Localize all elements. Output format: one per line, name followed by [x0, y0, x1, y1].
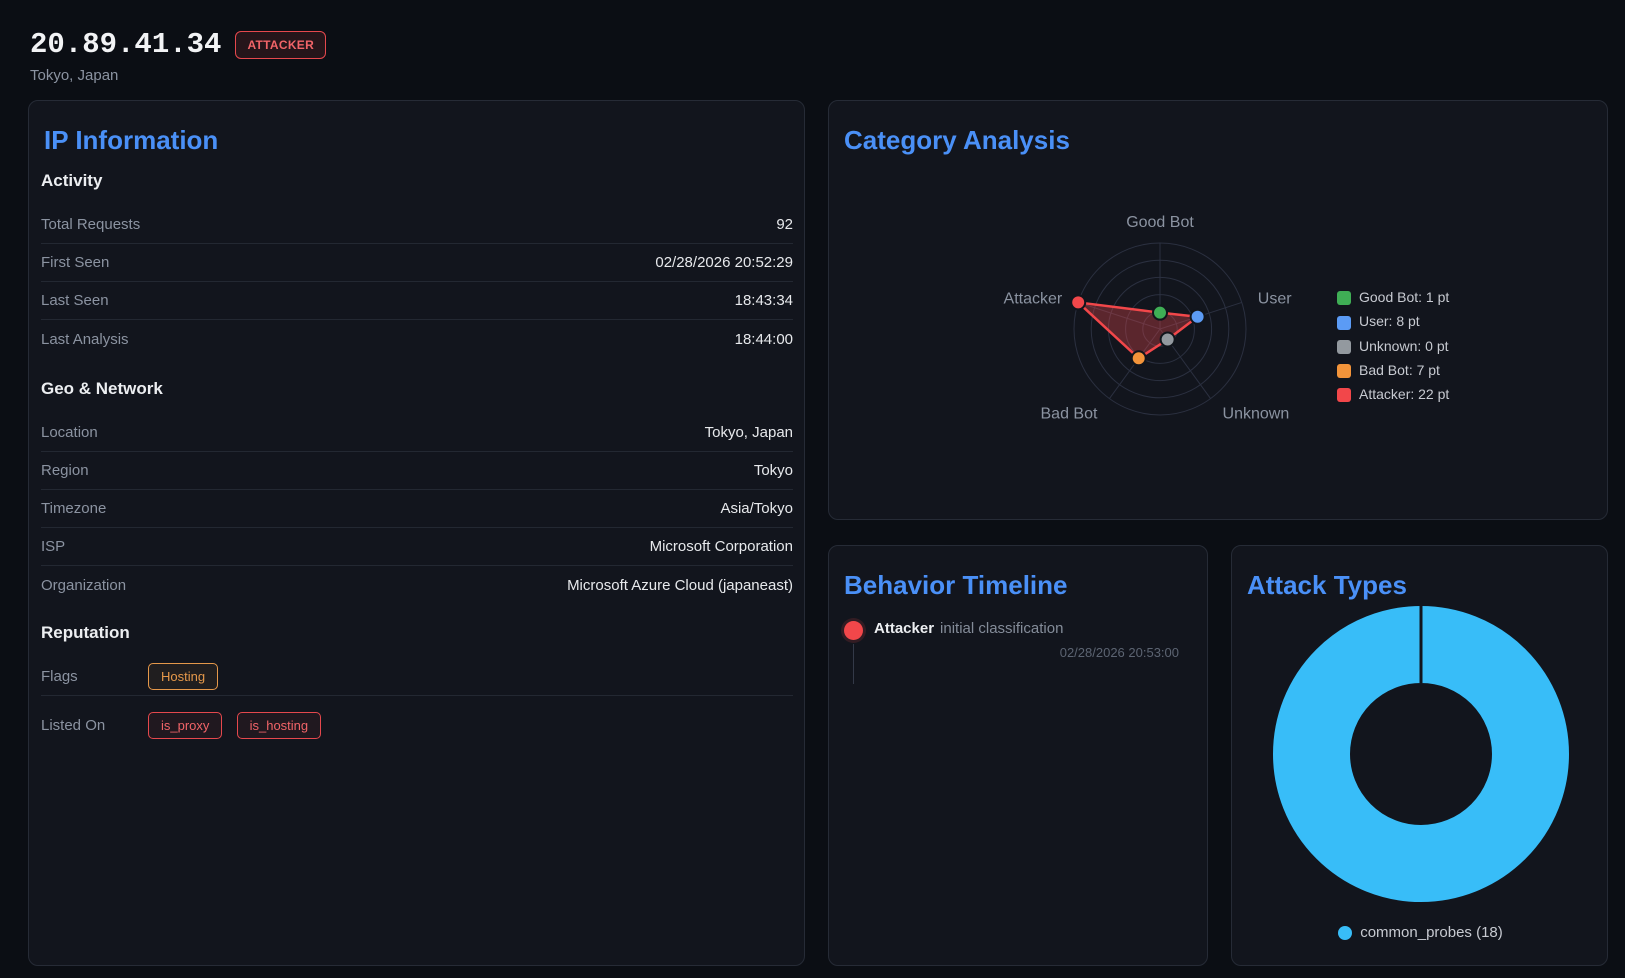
svg-text:Bad Bot: Bad Bot — [1041, 406, 1098, 423]
svg-text:Unknown: Unknown — [1223, 406, 1290, 423]
svg-text:Good Bot: Good Bot — [1126, 214, 1194, 231]
svg-text:User: User — [1258, 290, 1292, 307]
svg-text:Attacker: Attacker — [1004, 290, 1063, 307]
